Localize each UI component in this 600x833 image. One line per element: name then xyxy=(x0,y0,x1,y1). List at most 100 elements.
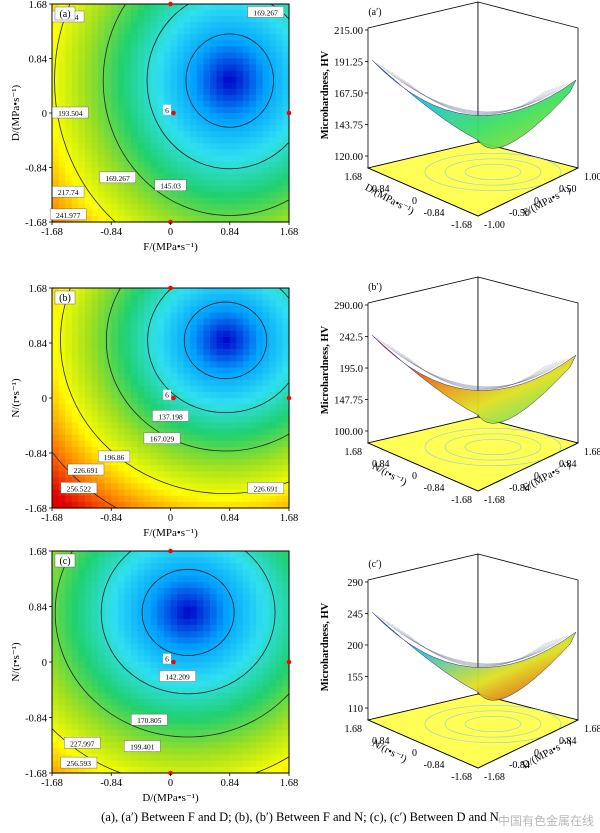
heatmap-cell xyxy=(216,662,224,669)
heatmap-cell xyxy=(275,471,284,479)
heatmap-cell xyxy=(242,594,251,601)
heatmap-cell xyxy=(242,674,251,682)
heatmap-cell xyxy=(131,143,139,150)
heatmap-cell xyxy=(58,581,66,589)
heatmap-cell xyxy=(216,16,224,23)
heatmap-cell xyxy=(229,119,237,126)
heatmap-cell xyxy=(78,668,86,675)
heatmap-cell xyxy=(144,612,152,620)
left-axis-tick-label: -0.84 xyxy=(424,483,445,494)
heatmap-cell xyxy=(203,391,211,399)
heatmap-cell xyxy=(282,137,290,144)
heatmap-cell xyxy=(229,501,237,509)
heatmap-cell xyxy=(242,361,251,369)
heatmap-cell xyxy=(190,742,198,749)
y-tick-label: -1.68 xyxy=(25,769,47,780)
heatmap-cell xyxy=(78,197,86,205)
heatmap-cell xyxy=(223,167,231,175)
heatmap-cell xyxy=(210,440,218,448)
z-tick-label: 191.25 xyxy=(334,58,363,69)
heatmap-cell xyxy=(71,416,79,424)
heatmap-cell xyxy=(262,143,270,150)
heatmap-cell xyxy=(223,668,231,675)
heatmap-cell xyxy=(282,581,290,589)
heatmap-cell xyxy=(262,699,270,706)
heatmap-cell xyxy=(177,312,185,320)
heatmap-cell xyxy=(157,477,165,485)
heatmap-cell xyxy=(275,575,284,583)
heatmap-cell xyxy=(210,404,218,411)
heatmap-cell xyxy=(65,167,73,175)
heatmap-cell xyxy=(163,58,172,66)
heatmap-cell xyxy=(190,155,198,163)
heatmap-cell xyxy=(196,113,205,120)
heatmap-cell xyxy=(137,16,145,23)
heatmap-cell xyxy=(190,575,198,583)
heatmap-cell xyxy=(131,760,139,768)
heatmap-cell xyxy=(137,10,145,17)
heatmap-cell xyxy=(124,76,132,84)
heatmap-cell xyxy=(84,367,93,375)
heatmap-cell xyxy=(163,760,172,768)
heatmap-cell xyxy=(163,131,172,138)
heatmap-cell xyxy=(236,343,244,350)
heatmap-cell xyxy=(144,155,152,163)
heatmap-cell xyxy=(282,465,290,472)
heatmap-cell xyxy=(131,680,139,688)
heatmap-cell xyxy=(78,674,86,682)
heatmap-cell xyxy=(111,754,119,762)
heatmap-cell xyxy=(183,58,191,66)
heatmap-cell xyxy=(196,46,205,54)
heatmap-cell xyxy=(256,355,264,362)
heatmap-cell xyxy=(242,137,251,144)
heatmap-cell xyxy=(131,209,139,217)
heatmap-cell xyxy=(131,215,139,223)
heatmap-cell xyxy=(157,459,165,466)
heatmap-cell xyxy=(262,705,270,712)
heatmap-cell xyxy=(111,489,119,497)
heatmap-cell xyxy=(242,155,251,163)
heatmap-cell xyxy=(242,119,251,126)
heatmap-cell xyxy=(170,766,178,774)
heatmap-cell xyxy=(163,440,172,448)
heatmap-cell xyxy=(131,453,139,460)
heatmap-cell xyxy=(157,215,165,223)
heatmap-cell xyxy=(183,191,191,199)
heatmap-cell xyxy=(71,52,79,60)
base-contour xyxy=(464,163,522,181)
heatmap-cell xyxy=(236,766,244,774)
heatmap-cell xyxy=(203,4,211,11)
heatmap-cell xyxy=(177,336,185,344)
heatmap-cell xyxy=(131,551,139,558)
heatmap-cell xyxy=(65,137,73,144)
heatmap-cell xyxy=(210,336,218,344)
heatmap-cell xyxy=(58,600,66,608)
heatmap-cell xyxy=(170,113,178,120)
heatmap-cell xyxy=(177,711,185,719)
heatmap-cell xyxy=(269,680,277,688)
heatmap-cell xyxy=(256,391,264,399)
heatmap-cell xyxy=(210,416,218,424)
heatmap-cell xyxy=(78,680,86,688)
heatmap-cell xyxy=(124,600,132,608)
z-tick-label: 215.00 xyxy=(334,26,363,37)
heatmap-cell xyxy=(137,294,145,301)
heatmap-cell xyxy=(262,318,270,326)
heatmap-cell xyxy=(262,563,270,571)
heatmap-cell xyxy=(58,349,66,356)
heatmap-cell xyxy=(157,385,165,393)
heatmap-cell xyxy=(150,288,158,295)
heatmap-cell xyxy=(236,4,244,11)
heatmap-cell xyxy=(210,215,218,223)
heatmap-cell xyxy=(170,471,178,479)
heatmap-cell xyxy=(203,185,211,193)
heatmap-cell xyxy=(131,563,139,571)
heatmap-cell xyxy=(256,367,264,375)
heatmap-cell xyxy=(216,471,224,479)
heatmap-cell xyxy=(203,300,211,307)
heatmap-cell xyxy=(229,294,237,301)
heatmap-cell xyxy=(131,692,139,700)
left-axis-tick-label: -0.84 xyxy=(424,208,445,219)
heatmap-cell xyxy=(163,594,172,601)
heatmap-cell xyxy=(177,125,185,132)
